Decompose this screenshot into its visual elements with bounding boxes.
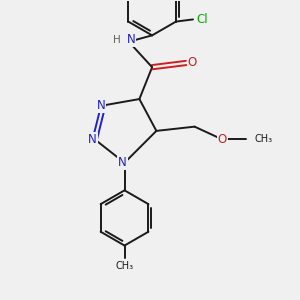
Text: N: N: [127, 33, 135, 46]
Text: N: N: [88, 133, 97, 146]
Text: O: O: [188, 56, 197, 70]
Text: H: H: [113, 34, 121, 45]
Text: N: N: [97, 99, 106, 112]
Text: CH₃: CH₃: [255, 134, 273, 144]
Text: CH₃: CH₃: [116, 261, 134, 271]
Text: Cl: Cl: [196, 13, 208, 26]
Text: O: O: [218, 133, 227, 146]
Text: N: N: [118, 156, 127, 169]
